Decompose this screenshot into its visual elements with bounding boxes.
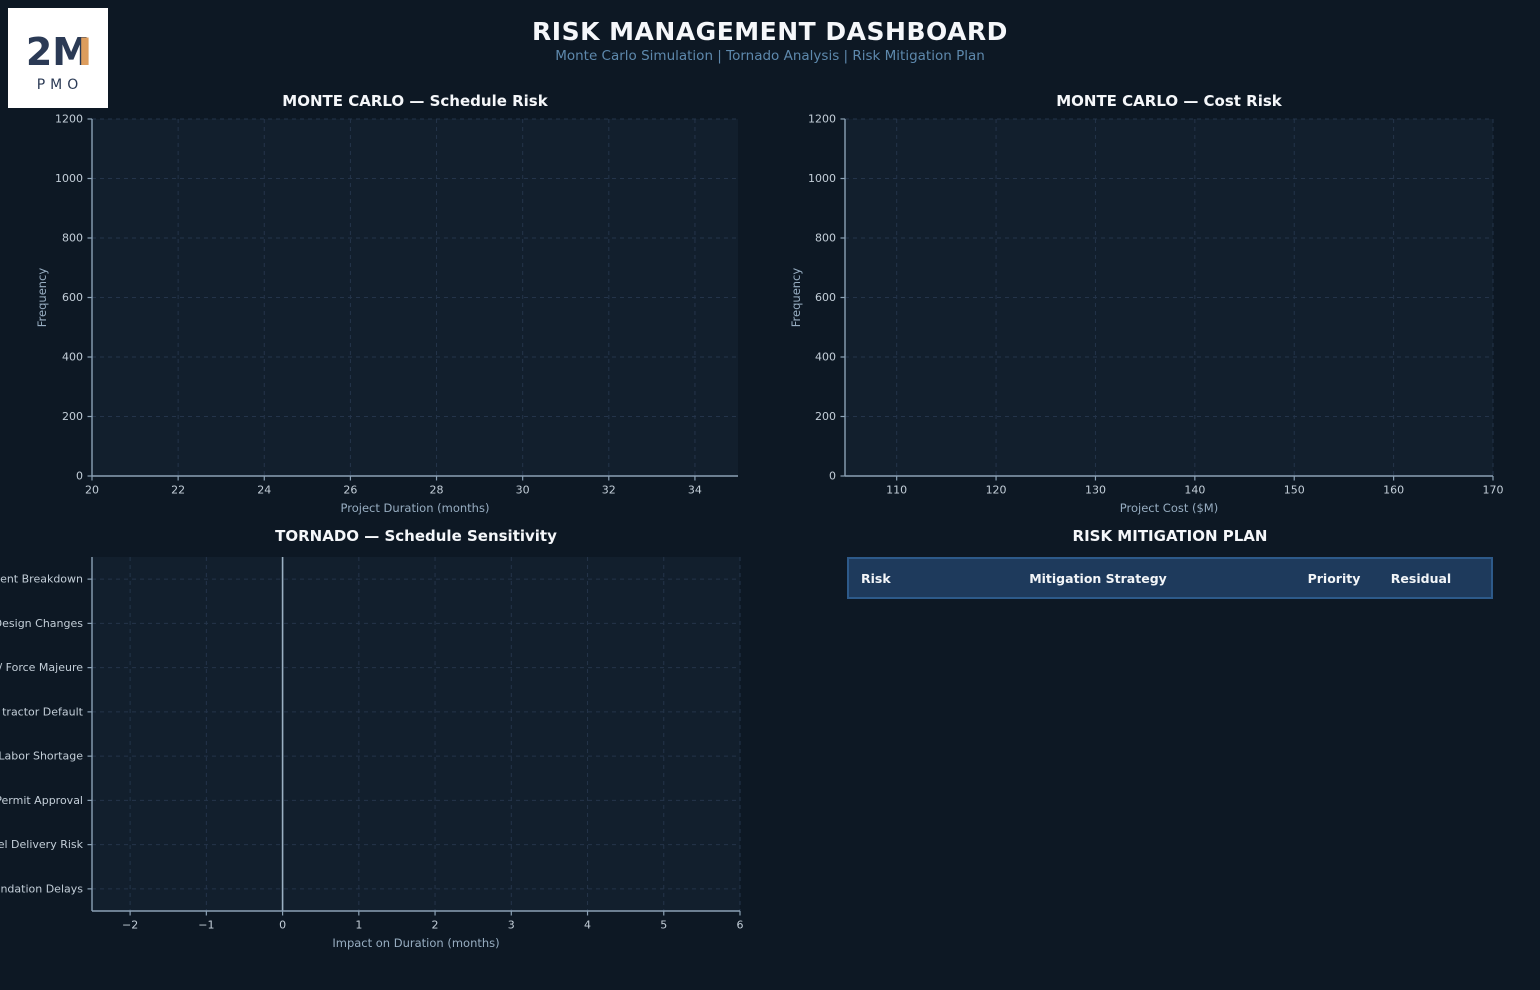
category-label: Labor Shortage [0,750,83,763]
monte-carlo-cost-plot-area [845,119,1493,476]
chart-title-monte-carlo-cost: MONTE CARLO — Cost Risk [1056,92,1282,110]
y-tick-label: 0 [829,470,836,483]
chart-title-monte-carlo-schedule: MONTE CARLO — Schedule Risk [282,92,548,110]
x-tick-label: 130 [1085,484,1106,497]
y-tick-label: 1000 [808,172,836,185]
x-tick-label: 4 [584,919,591,932]
risk-mitigation-table: Risk Mitigation Strategy Priority Residu… [847,557,1493,599]
y-tick-label: 600 [815,291,836,304]
chart-title-tornado: TORNADO — Schedule Sensitivity [275,527,557,545]
category-label: Design Changes [0,617,83,630]
column-header-residual: Residual [1390,570,1452,586]
x-tick-label: 1 [355,919,362,932]
y-tick-label: 200 [62,410,83,423]
y-tick-label: 1200 [808,113,836,126]
x-tick-label: 120 [986,484,1007,497]
x-tick-label: 150 [1284,484,1305,497]
category-label: ent Breakdown [0,573,83,586]
column-header-priority: Priority [1307,570,1361,586]
x-tick-label: 3 [508,919,515,932]
column-header-mitigation-strategy: Mitigation Strategy [1029,570,1167,586]
company-logo: 2M PMO [8,8,108,108]
y-tick-label: 0 [76,470,83,483]
category-label: Permit Approval [0,794,83,807]
category-label: / Force Majeure [0,661,83,674]
category-label: tractor Default [2,705,84,718]
page-subtitle: Monte Carlo Simulation | Tornado Analysi… [555,48,985,64]
logo-orange-accent [81,37,89,65]
x-tick-label: 0 [279,919,286,932]
page-title: RISK MANAGEMENT DASHBOARD [532,17,1008,46]
x-tick-label: 24 [257,484,271,497]
column-header-risk: Risk [861,570,891,586]
y-tick-label: 800 [62,232,83,245]
x-tick-label: 6 [737,919,744,932]
y-tick-label: 400 [815,351,836,364]
logo-background [8,8,108,108]
x-tick-label: −2 [122,919,138,932]
y-axis-label: Frequency [789,268,803,328]
monte-carlo-schedule-plot-area [92,119,738,476]
category-label: ndation Delays [0,882,83,895]
logo-text-pmo: PMO [37,77,84,93]
x-tick-label: 110 [886,484,907,497]
y-tick-label: 1000 [55,172,83,185]
x-tick-label: 140 [1184,484,1205,497]
x-tick-label: 22 [171,484,185,497]
category-label: el Delivery Risk [0,838,84,851]
x-tick-label: 32 [602,484,616,497]
x-tick-label: 34 [688,484,702,497]
x-axis-label: Project Duration (months) [341,501,490,515]
x-tick-label: 20 [85,484,99,497]
x-tick-label: 30 [516,484,530,497]
x-tick-label: 2 [432,919,439,932]
y-axis-label: Frequency [35,268,49,328]
x-axis-label: Impact on Duration (months) [332,936,499,950]
x-tick-label: 5 [660,919,667,932]
tornado-schedule-sensitivity-plot-area [92,557,740,911]
logo-graphic: 2M PMO [8,8,108,108]
y-tick-label: 600 [62,291,83,304]
x-tick-label: 28 [430,484,444,497]
y-tick-label: 800 [815,232,836,245]
y-tick-label: 200 [815,410,836,423]
logo-text-2m: 2M [26,30,90,74]
y-tick-label: 400 [62,351,83,364]
x-tick-label: 26 [343,484,357,497]
x-tick-label: −1 [198,919,214,932]
table-title: RISK MITIGATION PLAN [1072,527,1268,545]
y-tick-label: 1200 [55,113,83,126]
x-tick-label: 160 [1383,484,1404,497]
x-tick-label: 170 [1483,484,1504,497]
x-axis-label: Project Cost ($M) [1120,501,1218,515]
